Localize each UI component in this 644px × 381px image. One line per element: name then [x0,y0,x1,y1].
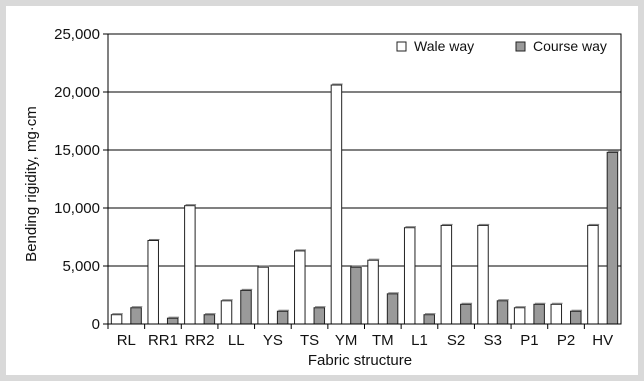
y-axis-label: Bending rigidity, mg·cm [23,106,40,262]
bar-group-l1 [403,226,436,325]
x-tick-label: TS [300,332,319,349]
bar-group-p2 [550,302,583,325]
bar-group-rr1 [147,238,179,325]
legend: Wale way Course way [396,38,607,54]
bar-group-rl [110,306,143,325]
x-tick-label: L1 [411,332,428,349]
x-tick-label: S3 [484,332,502,349]
bar-course-rl [130,307,142,325]
x-tick-label: YS [263,332,283,349]
bar-group-rr2 [184,204,216,325]
bar-wale-p2 [550,303,563,325]
bar-wale-rr1 [147,239,159,325]
bar-course-p1 [533,303,545,325]
bar-wale-tm [367,259,379,325]
bar-wale-s2 [440,224,453,325]
y-tick-label: 5,000 [62,258,100,275]
bar-course-rr2 [203,314,216,325]
x-tick-label: S2 [447,332,465,349]
bar-wale-s3 [477,224,489,325]
x-tick-labels: RL RR1 RR2 LL YS TS YM TM L1 S2 S3 P1 P2 HV [117,332,613,349]
bar-group-p1 [513,302,546,325]
bar-wale-ym [330,84,343,325]
y-tick-label: 0 [92,316,100,333]
legend-swatch-wale [396,41,407,52]
bar-wale-ll [220,300,233,325]
x-tick-label: LL [228,332,245,349]
x-tick-label: P1 [520,332,538,349]
bar-group-ys [257,265,289,325]
y-tick-labels: 0 5,000 10,000 15,000 20,000 25,000 [54,26,100,333]
x-tick-label: YM [335,332,358,349]
bar-wale-hv [587,224,599,325]
legend-label-course: Course way [533,38,607,54]
bar-group-s3 [477,223,509,325]
x-tick-label: RL [117,332,136,349]
y-tick-label: 25,000 [54,26,100,43]
bar-wale-p1 [513,307,526,325]
bar-course-ym [350,266,362,325]
bar-course-rr1 [166,317,179,325]
x-tick-label: HV [592,332,613,349]
legend-label-wale: Wale way [414,38,474,54]
legend-swatch-course [515,41,526,52]
bar-group-hv [587,150,619,325]
bars [110,83,619,325]
bar-wale-l1 [403,227,416,325]
bar-course-hv [606,151,619,325]
bar-course-s2 [460,303,472,325]
y-tick-label: 15,000 [54,142,100,159]
x-tick-label: RR2 [185,332,215,349]
axes [103,33,622,329]
y-tick-label: 20,000 [54,84,100,101]
x-tick-label: RR1 [148,332,178,349]
chart-frame: 0 5,000 10,000 15,000 20,000 25,000 RL RR1 RR2 L… [6,6,638,375]
x-tick-label: TM [372,332,394,349]
bar-group-ym [330,83,363,325]
bar-course-ts [313,307,326,325]
bar-course-p2 [570,310,582,325]
x-tick-label: P2 [557,332,575,349]
bar-wale-rl [110,314,123,325]
bar-course-tm [386,293,399,325]
bar-wale-rr2 [184,205,196,325]
bar-group-tm [367,258,399,325]
x-axis-label: Fabric structure [308,352,412,369]
y-tick-label: 10,000 [54,200,100,217]
bar-wale-ts [294,250,306,325]
bar-group-s2 [440,223,473,325]
bar-course-s3 [496,300,509,325]
bar-group-ts [294,249,326,325]
bar-chart: 0 5,000 10,000 15,000 20,000 25,000 RL RR1 RR2 L… [23,26,622,369]
bar-group-ll [220,288,253,325]
bar-course-l1 [423,314,435,325]
bar-course-ys [276,310,289,325]
bar-course-ll [240,289,252,325]
bar-wale-ys [257,266,269,325]
